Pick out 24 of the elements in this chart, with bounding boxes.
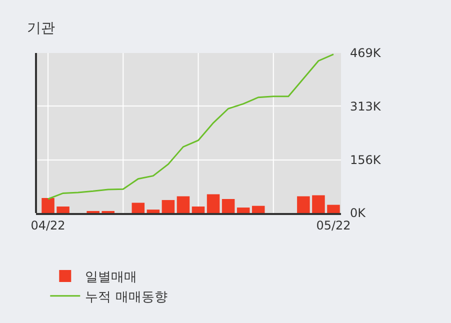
bar <box>132 202 145 213</box>
chart-title: 기관 <box>27 20 56 36</box>
bar <box>206 194 220 213</box>
y-tick-label: 156K <box>350 152 382 167</box>
line-series <box>47 54 334 200</box>
y-tick-label: 0K <box>350 206 367 220</box>
bar <box>162 200 175 213</box>
bar <box>297 196 310 213</box>
bar <box>146 210 160 213</box>
bar <box>56 206 70 213</box>
legend-label: 누적 매매동향 <box>85 290 168 305</box>
bar <box>236 208 250 213</box>
bar <box>176 196 190 213</box>
x-tick-label: 05/22 <box>316 218 351 232</box>
bar <box>222 199 235 213</box>
y-tick-label: 469K <box>350 46 382 60</box>
bar <box>327 204 340 213</box>
bar <box>192 206 205 213</box>
bar <box>312 195 325 213</box>
y-tick-label: 313K <box>350 99 382 114</box>
bar <box>252 206 265 213</box>
x-tick-label: 04/22 <box>30 218 66 232</box>
bar <box>42 198 54 213</box>
legend-label: 일별매매 <box>85 270 138 286</box>
